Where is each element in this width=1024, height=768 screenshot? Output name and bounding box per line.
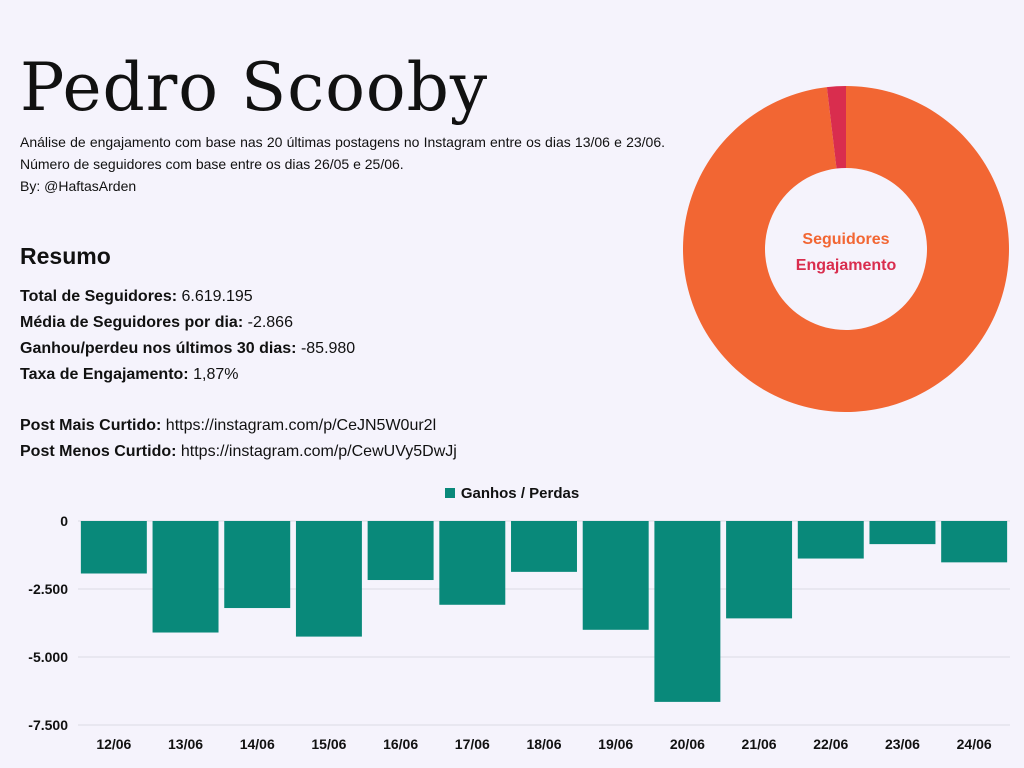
stat-value: -85.980 [300, 340, 356, 357]
page-title: Pedro Scooby [20, 49, 489, 126]
summary-heading: Resumo [20, 243, 111, 269]
post-link-label: Post Mais Curtido: [20, 417, 162, 434]
stat-value: 1,87% [193, 366, 239, 383]
page-subtitle: Análise de engajamento com base nas 20 ú… [20, 134, 665, 172]
x-tick-label: 20/06 [670, 736, 705, 752]
bar-chart-legend: Ganhos / Perdas [0, 485, 1024, 502]
x-tick-label: 19/06 [598, 736, 633, 752]
bar-23/06 [869, 521, 936, 545]
x-tick-label: 23/06 [885, 736, 920, 752]
x-tick-label: 21/06 [742, 736, 777, 752]
stat-value: -2.866 [247, 314, 293, 331]
donut-center-label: Seguidores [802, 231, 889, 248]
most-liked-post: Post Mais Curtido: https://instagram.com… [20, 413, 457, 439]
bar-15/06 [295, 521, 362, 637]
donut-center-label: Engajamento [796, 257, 897, 274]
bar-16/06 [367, 521, 434, 581]
x-tick-label: 22/06 [813, 736, 848, 752]
x-tick-label: 12/06 [96, 736, 131, 752]
donut-slice-seguidores [683, 86, 1009, 412]
y-tick-label: -5.000 [28, 649, 68, 665]
post-links: Post Mais Curtido: https://instagram.com… [20, 413, 457, 465]
bar-20/06 [654, 521, 721, 702]
x-tick-label: 17/06 [455, 736, 490, 752]
x-tick-label: 15/06 [311, 736, 346, 752]
bar-17/06 [439, 521, 506, 605]
stat-gain-loss-30-days: Ganhou/perdeu nos últimos 30 dias: -85.9… [20, 336, 355, 362]
donut-chart-svg: Seguidores Engajamento [683, 86, 1009, 412]
bar-24/06 [941, 521, 1008, 563]
summary-stats: Total de Seguidores: 6.619.195 Média de … [20, 284, 355, 388]
bar-22/06 [797, 521, 864, 559]
bar-12/06 [80, 521, 147, 574]
bar-13/06 [152, 521, 219, 633]
x-tick-label: 24/06 [957, 736, 992, 752]
y-tick-label: 0 [60, 513, 68, 529]
x-tick-label: 18/06 [526, 736, 561, 752]
post-link-label: Post Menos Curtido: [20, 443, 177, 460]
least-liked-post-link[interactable]: https://instagram.com/p/CewUVy5DwJj [180, 443, 457, 460]
x-tick-label: 14/06 [240, 736, 275, 752]
bar-chart: 0 -2.500 -5.000 -7.500 12/06 13/06 14/06 15/06 1… [28, 513, 1010, 752]
stat-label: Ganhou/perdeu nos últimos 30 dias: [20, 340, 297, 357]
bar-19/06 [582, 521, 649, 630]
byline: By: @HaftasArden [20, 178, 137, 194]
x-tick-label: 13/06 [168, 736, 203, 752]
least-liked-post: Post Menos Curtido: https://instagram.co… [20, 439, 457, 465]
x-tick-label: 16/06 [383, 736, 418, 752]
bar-14/06 [224, 521, 291, 609]
stat-label: Total de Seguidores: [20, 288, 178, 305]
most-liked-post-link[interactable]: https://instagram.com/p/CeJN5W0ur2l [165, 417, 437, 434]
stat-label: Média de Seguidores por dia: [20, 314, 244, 331]
stat-value: 6.619.195 [181, 288, 253, 305]
stat-avg-followers-per-day: Média de Seguidores por dia: -2.866 [20, 310, 355, 336]
donut-chart: Seguidores Engajamento [683, 86, 1009, 412]
stat-label: Taxa de Engajamento: [20, 366, 189, 383]
stat-total-followers: Total de Seguidores: 6.619.195 [20, 284, 355, 310]
bar-21/06 [726, 521, 793, 619]
y-tick-label: -7.500 [28, 717, 68, 733]
y-tick-label: -2.500 [28, 581, 68, 597]
bar-18/06 [511, 521, 577, 572]
legend-swatch [444, 488, 455, 498]
stat-engagement-rate: Taxa de Engajamento: 1,87% [20, 362, 355, 388]
donut-slice-engajamento [826, 86, 846, 169]
legend-label: Ganhos / Perdas [460, 485, 580, 502]
